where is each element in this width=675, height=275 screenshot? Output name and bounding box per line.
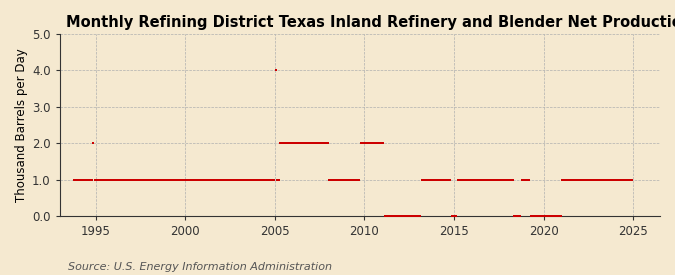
Text: Monthly Refining District Texas Inland Refinery and Blender Net Production of Lu: Monthly Refining District Texas Inland R… — [66, 15, 675, 30]
Y-axis label: Thousand Barrels per Day: Thousand Barrels per Day — [15, 48, 28, 202]
Text: Source: U.S. Energy Information Administration: Source: U.S. Energy Information Administ… — [68, 262, 331, 272]
